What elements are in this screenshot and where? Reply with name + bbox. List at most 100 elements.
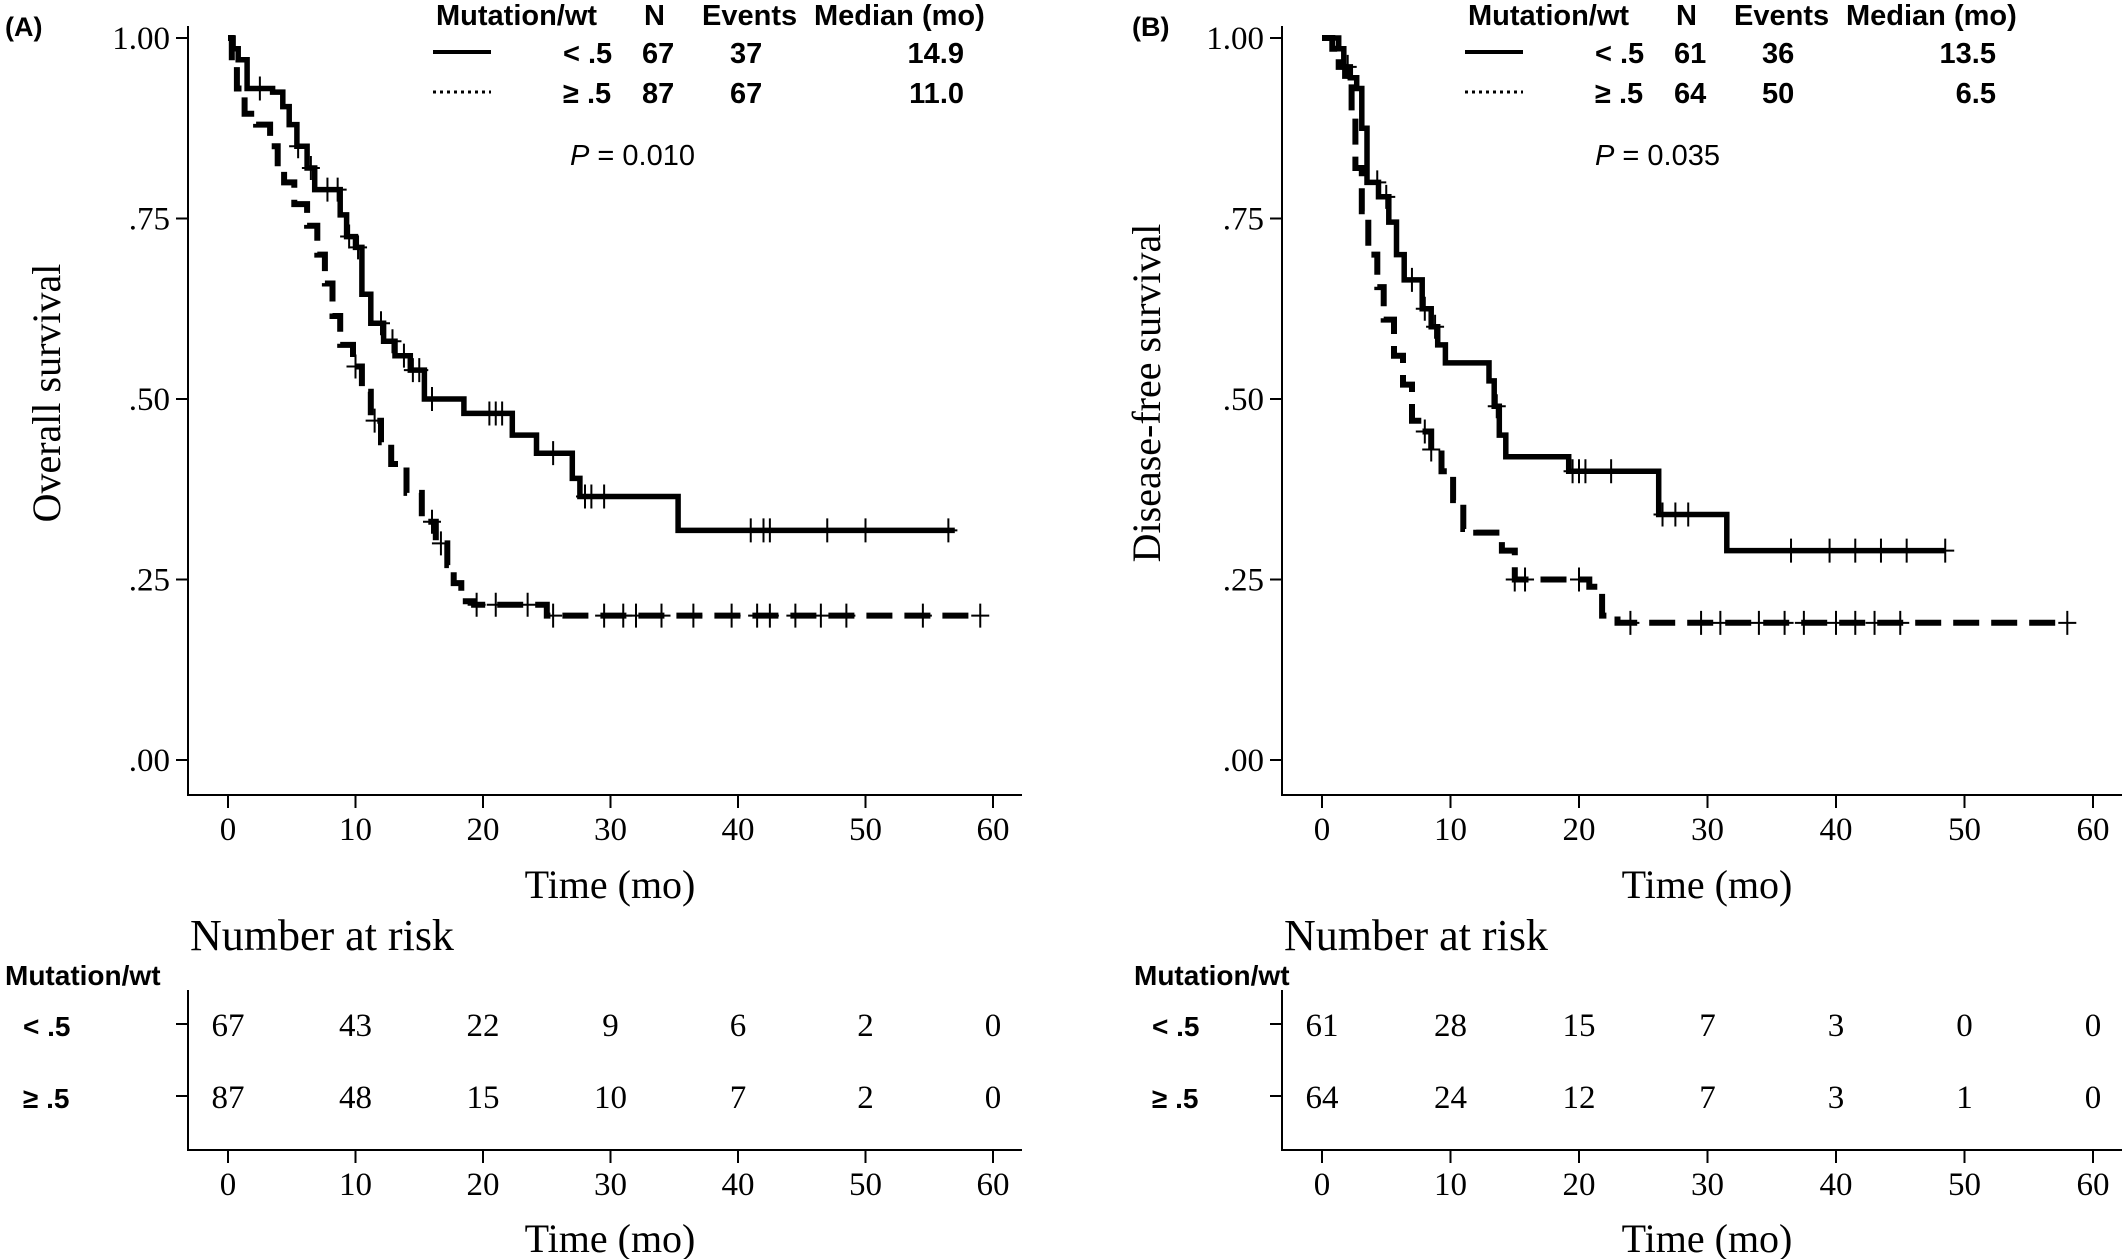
risk-row-label: ≥ .5 bbox=[23, 1083, 70, 1114]
legend-header: N bbox=[644, 0, 665, 32]
censor-mark bbox=[394, 343, 413, 368]
risk-x-tick-label: 10 bbox=[339, 1167, 372, 1203]
censor-mark bbox=[1426, 314, 1445, 339]
legend: Mutation/wt N Events Median (mo) < .5 67 37 14.… bbox=[433, 0, 985, 110]
censor-mark bbox=[595, 484, 614, 509]
censor-mark bbox=[1415, 419, 1434, 444]
legend: Mutation/wt N Events Median (mo) < .5 61 36 13.… bbox=[1465, 0, 2017, 110]
risk-table-frame bbox=[187, 990, 1022, 1151]
legend-header: Mutation/wt bbox=[1468, 0, 1629, 32]
x-tick-label: 10 bbox=[339, 812, 372, 848]
censor-mark bbox=[811, 603, 830, 628]
risk-count: 0 bbox=[2085, 1080, 2102, 1116]
censor-mark bbox=[1692, 610, 1711, 635]
risk-count: 7 bbox=[1699, 1008, 1716, 1044]
legend-n: 87 bbox=[642, 78, 674, 110]
legend-median: 14.9 bbox=[908, 38, 964, 70]
curve-dashed bbox=[228, 35, 981, 619]
legend-median: 6.5 bbox=[1956, 78, 1996, 110]
risk-count: 64 bbox=[1306, 1080, 1339, 1116]
risk-x-tick-label: 40 bbox=[722, 1167, 755, 1203]
p-value-text: = 0.035 bbox=[1614, 140, 1720, 172]
censor-mark bbox=[1711, 610, 1730, 635]
risk-x-tick-label: 20 bbox=[1563, 1167, 1596, 1203]
legend-n: 64 bbox=[1674, 78, 1706, 110]
censor-mark bbox=[301, 155, 320, 180]
risk-count: 0 bbox=[985, 1008, 1002, 1044]
censor-mark bbox=[328, 177, 347, 202]
axes-frame bbox=[1281, 26, 2122, 796]
censor-mark bbox=[289, 134, 308, 159]
risk-table-frame bbox=[1281, 990, 2122, 1151]
censor-mark bbox=[1368, 170, 1387, 195]
risk-count: 7 bbox=[730, 1080, 747, 1116]
risk-count: 61 bbox=[1306, 1008, 1339, 1044]
curve-dashed bbox=[1322, 35, 2068, 626]
censor-mark bbox=[760, 518, 779, 543]
risk-row-label: ≥ .5 bbox=[1152, 1083, 1199, 1114]
censor-mark bbox=[1891, 610, 1910, 635]
risk-count: 15 bbox=[1563, 1008, 1596, 1044]
legend-header: Events bbox=[702, 0, 797, 32]
y-tick-label: .25 bbox=[1223, 563, 1264, 599]
legend-events: 67 bbox=[730, 78, 762, 110]
censor-mark bbox=[383, 329, 402, 354]
censor-mark bbox=[410, 358, 429, 383]
legend-header: Events bbox=[1734, 0, 1829, 32]
censor-mark bbox=[349, 235, 368, 260]
legend-group: < .5 bbox=[563, 38, 612, 70]
legend-median: 13.5 bbox=[1940, 38, 1996, 70]
x-tick-label: 0 bbox=[220, 812, 237, 848]
censor-mark bbox=[818, 518, 837, 543]
risk-x-tick-label: 30 bbox=[1691, 1167, 1724, 1203]
censor-mark bbox=[340, 224, 359, 249]
panel-label: (A) bbox=[5, 12, 42, 42]
censor-mark bbox=[1775, 610, 1794, 635]
y-tick-label: .00 bbox=[129, 743, 170, 779]
x-tick-label: 40 bbox=[1820, 812, 1853, 848]
y-axis-label: Disease-free survival bbox=[1124, 224, 1169, 563]
p-value: P = 0.035 bbox=[1595, 140, 1720, 172]
legend-group: ≥ .5 bbox=[1595, 78, 1643, 110]
risk-x-tick-label: 60 bbox=[2077, 1167, 2110, 1203]
y-tick-label: .00 bbox=[1223, 743, 1264, 779]
censor-mark bbox=[1820, 538, 1839, 563]
legend-events: 37 bbox=[730, 38, 762, 70]
legend-header: N bbox=[1676, 0, 1697, 32]
risk-count: 10 bbox=[594, 1080, 627, 1116]
censor-mark bbox=[1679, 502, 1698, 527]
legend-header: Median (mo) bbox=[814, 0, 985, 32]
censor-mark bbox=[467, 592, 486, 617]
risk-row-label: < .5 bbox=[1152, 1011, 1199, 1042]
risk-count: 3 bbox=[1828, 1080, 1845, 1116]
censor-mark bbox=[722, 603, 741, 628]
censor-mark bbox=[486, 592, 505, 617]
risk-x-axis-label: Time (mo) bbox=[1622, 1216, 1793, 1259]
censor-mark bbox=[760, 603, 779, 628]
risk-count: 43 bbox=[339, 1008, 372, 1044]
censor-mark bbox=[1827, 610, 1845, 635]
legend-n: 61 bbox=[1674, 38, 1706, 70]
x-tick-label: 10 bbox=[1434, 812, 1467, 848]
legend-events: 36 bbox=[1762, 38, 1794, 70]
risk-x-tick-label: 50 bbox=[1948, 1167, 1981, 1203]
risk-table-header: Mutation/wt bbox=[5, 960, 161, 991]
y-tick-label: 1.00 bbox=[112, 21, 170, 57]
risk-x-axis-label: Time (mo) bbox=[525, 1216, 696, 1259]
y-tick-label: .25 bbox=[129, 563, 170, 599]
x-tick-label: 0 bbox=[1314, 812, 1331, 848]
risk-table-title: Number at risk bbox=[190, 911, 454, 960]
y-tick-label: .75 bbox=[1223, 202, 1264, 238]
risk-x-tick-label: 40 bbox=[1820, 1167, 1853, 1203]
censor-mark bbox=[423, 387, 441, 411]
censor-mark bbox=[2058, 610, 2077, 635]
censor-mark bbox=[372, 311, 390, 336]
censor-mark bbox=[1782, 538, 1801, 563]
x-tick-label: 60 bbox=[977, 812, 1010, 848]
censor-mark bbox=[786, 603, 805, 628]
risk-count: 1 bbox=[1956, 1080, 1973, 1116]
legend-header: Median (mo) bbox=[1846, 0, 2017, 32]
censor-mark bbox=[423, 509, 441, 534]
